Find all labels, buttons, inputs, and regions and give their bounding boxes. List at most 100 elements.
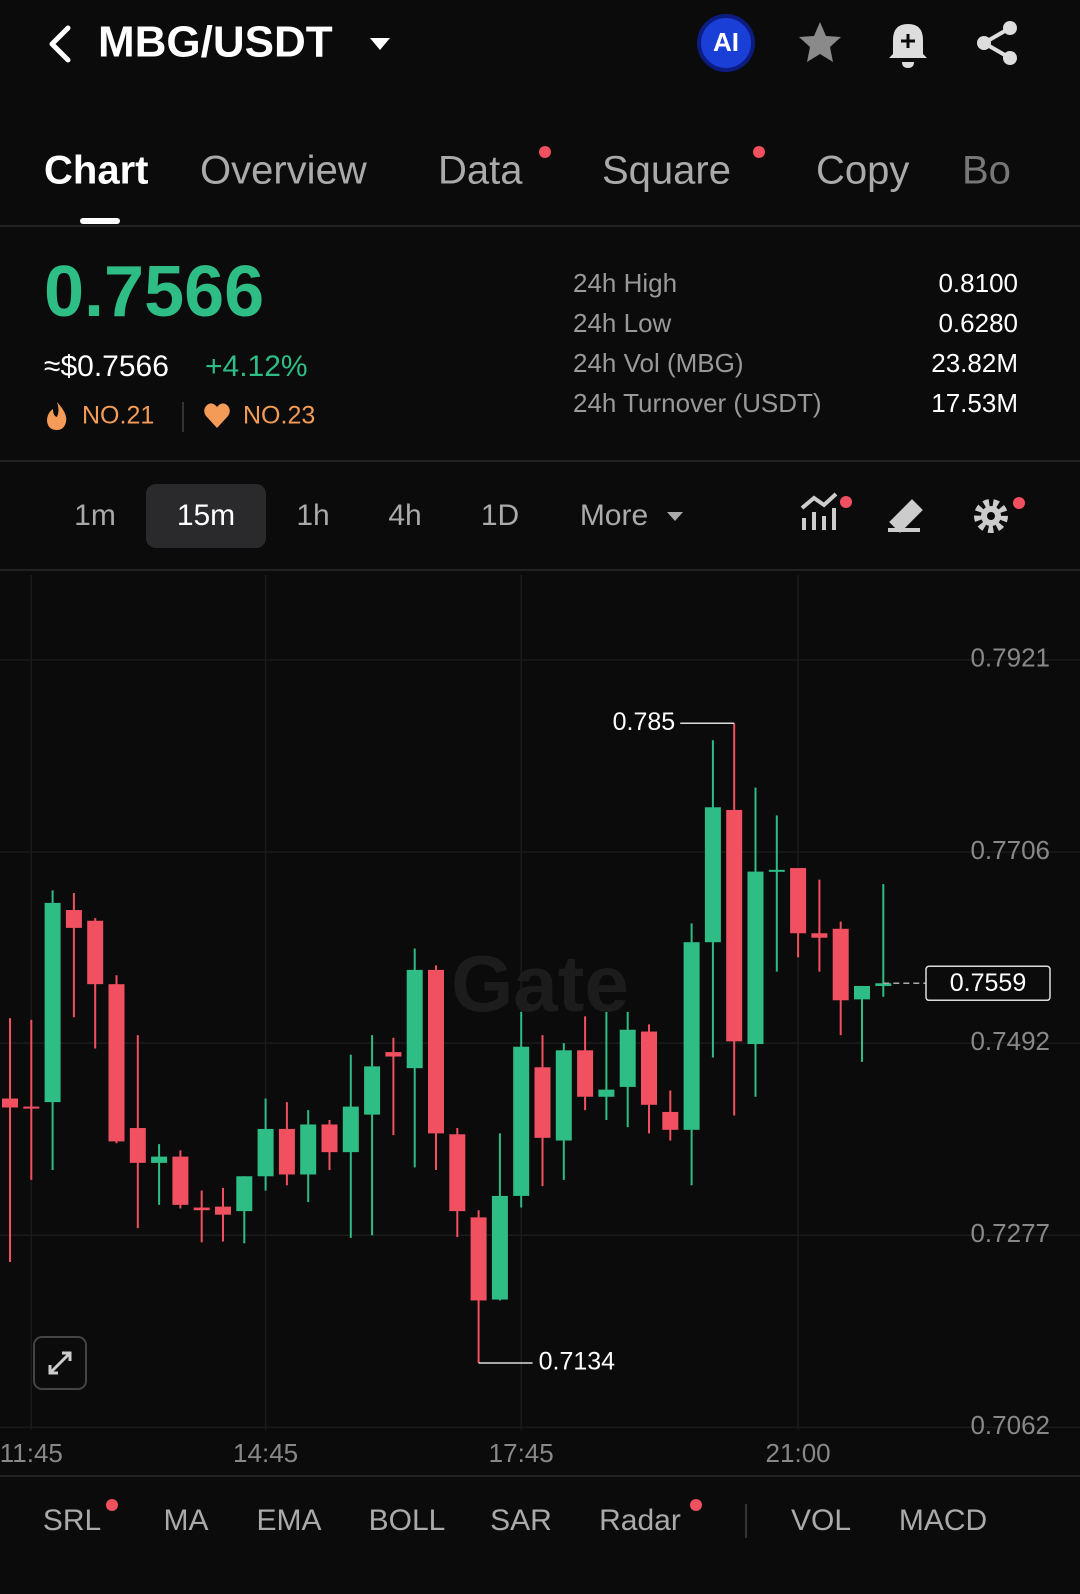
indicator-button[interactable] [800,492,852,530]
rank[interactable]: NO.21 [82,402,154,430]
indicator[interactable]: BOLL [369,1504,446,1537]
notice-dot [840,496,852,508]
y-tick-label: 0.7492 [970,1026,1050,1056]
candle-body [683,942,700,1130]
interval[interactable]: 1m [74,499,116,532]
indicator[interactable]: EMA [256,1504,321,1537]
candle-body [790,868,807,934]
candle-body [2,1098,18,1108]
candle-body [470,1217,487,1301]
heart-icon [204,403,230,428]
candle-body [641,1031,657,1105]
indicator[interactable]: MA [164,1504,209,1537]
interval[interactable]: 1D [481,499,519,532]
expand-icon [48,1351,72,1375]
draw-button[interactable] [888,499,923,533]
candle-body [854,985,870,1000]
candle-body [513,1046,530,1196]
notice-dot [753,146,765,158]
candle-body [704,807,721,943]
stat-value: 0.6280 [938,308,1018,338]
candle-body [172,1156,189,1205]
stat-label: 24h Turnover (USDT) [573,388,822,418]
stat-value: 23.82M [931,348,1018,378]
indicator[interactable]: SAR [490,1504,552,1537]
low-annotation: 0.7134 [539,1348,616,1376]
last-price-box [925,965,1051,1002]
x-tick-label: 11:45 [0,1438,63,1468]
interval[interactable]: 15m [177,499,235,532]
candle-body [44,902,61,1103]
y-tick-label: 0.7921 [970,643,1050,673]
notice-dot [1013,497,1025,509]
back-button[interactable] [49,25,71,63]
ai-label: AI [713,27,739,57]
stat-label: 24h High [573,268,677,298]
candle-body [108,984,125,1142]
interval[interactable]: More [580,499,648,532]
candle-body [662,1111,679,1130]
x-tick-label: 17:45 [489,1438,554,1468]
candle-body [364,1066,381,1115]
candle-body [151,1156,168,1163]
more-dropdown[interactable] [667,512,683,521]
candle-body [342,1106,359,1153]
notice-dot [690,1499,702,1511]
pair-dropdown[interactable] [370,38,390,50]
usd-price: ≈$0.7566 [44,350,169,383]
share-edge [979,26,1011,60]
settings-button[interactable] [974,497,1025,533]
alert-plus [901,34,915,48]
candle-body [768,869,785,872]
indicator[interactable]: VOL [791,1504,851,1537]
y-tick-label: 0.7277 [970,1218,1050,1248]
tab[interactable]: Copy [816,149,909,193]
notice-dot [106,1499,118,1511]
candle-body [23,1106,40,1109]
x-tick-label: 14:45 [233,1438,298,1468]
tab[interactable]: Data [438,149,523,193]
tab[interactable]: Chart [44,149,148,193]
grid [0,575,1080,1430]
candle-body [406,969,423,1069]
pair-title[interactable]: MBG/USDT [98,18,333,67]
candle-body [875,983,892,986]
interval[interactable]: 1h [296,499,329,532]
fire-icon [47,402,67,430]
price-change: +4.12% [205,350,308,383]
gear-teeth [974,499,1008,533]
interval[interactable]: 4h [388,499,421,532]
candle-body [832,928,849,1001]
favorite-button[interactable] [799,22,841,62]
notice-dot [539,146,551,158]
x-tick-label: 21:00 [766,1438,831,1468]
rank[interactable]: NO.23 [243,402,315,430]
candle-body [726,809,743,1042]
candle-body [534,1067,551,1138]
ai-button[interactable] [697,14,755,72]
candle-body [577,1050,594,1097]
candle-body [449,1134,466,1212]
tab[interactable]: Bo [962,149,1011,193]
indicator[interactable]: MACD [899,1504,987,1537]
stat-value: 0.8100 [938,268,1018,298]
candle-body [129,1128,146,1163]
plot [2,723,892,1363]
tab[interactable]: Overview [200,149,367,193]
interval-selected-bg [146,484,266,548]
share-button[interactable] [977,21,1017,65]
stat-label: 24h Low [573,308,672,338]
chart-labels: Gate 0.7062 0.7277 0.7492 0.7706 0.7921 11:45 1… [0,643,1051,1468]
candle-body [236,1176,253,1212]
candle-body [193,1207,210,1211]
indicator-icon [800,492,838,530]
candle-body [385,1052,402,1057]
last-price-label: 0.7559 [950,969,1026,997]
expand-button[interactable] [33,1336,87,1390]
indicator[interactable]: Radar [599,1504,681,1537]
indicator[interactable]: SRL [43,1504,101,1537]
tab[interactable]: Square [602,149,731,193]
candle-body [555,1050,572,1141]
